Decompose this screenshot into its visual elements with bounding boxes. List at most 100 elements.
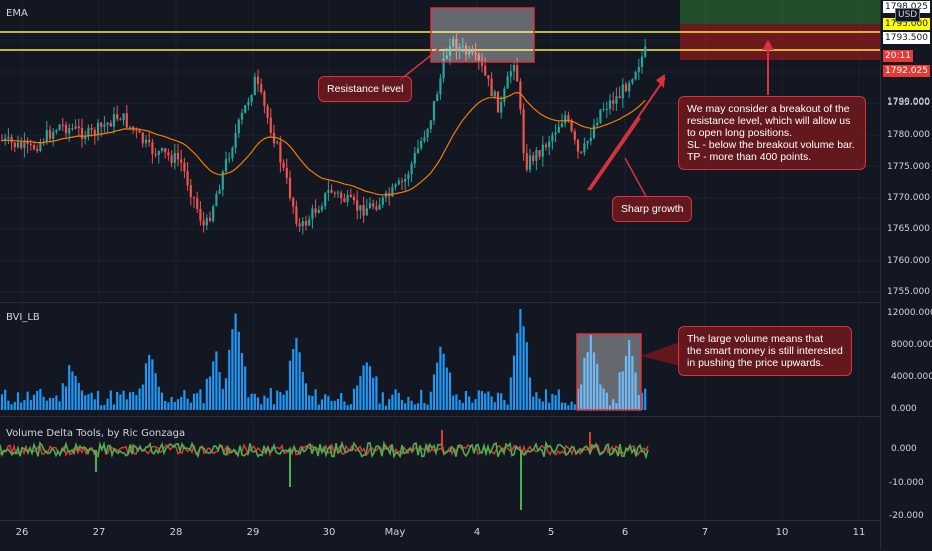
candle-body bbox=[122, 113, 125, 121]
candle-body bbox=[186, 171, 189, 186]
candle-body bbox=[445, 55, 448, 59]
volume-bar bbox=[205, 378, 208, 410]
volume-bar bbox=[586, 351, 589, 410]
candle-body bbox=[311, 208, 314, 220]
volume-bar bbox=[551, 394, 554, 410]
volume-bar bbox=[372, 377, 375, 410]
candle-body bbox=[637, 66, 640, 72]
candle-body bbox=[250, 95, 253, 102]
volume-bar bbox=[132, 391, 135, 410]
candle-body bbox=[32, 144, 36, 150]
price-panel-label[interactable]: EMA bbox=[6, 8, 28, 19]
candle-body bbox=[349, 194, 352, 197]
chart-canvas[interactable] bbox=[0, 0, 880, 520]
candle-body bbox=[157, 150, 160, 155]
volume-bar bbox=[426, 404, 429, 410]
volume-bar bbox=[0, 394, 4, 410]
volume-bar bbox=[500, 393, 503, 410]
candle-body bbox=[93, 129, 96, 136]
candle-body bbox=[522, 109, 525, 154]
volume-bar bbox=[199, 389, 202, 410]
delta-panel-label[interactable]: Volume Delta Tools, by Ric Gonzaga bbox=[6, 428, 186, 439]
delta-tick: 0.000 bbox=[891, 444, 917, 454]
candle-body bbox=[640, 56, 644, 67]
volume-bar bbox=[343, 401, 346, 410]
candle-body bbox=[624, 84, 628, 92]
candle-body bbox=[192, 197, 196, 199]
candle-body bbox=[90, 127, 93, 130]
volume-bar bbox=[173, 402, 176, 410]
volume-bar bbox=[20, 402, 23, 410]
arrow-head bbox=[762, 40, 774, 50]
volume-bar bbox=[189, 402, 192, 410]
candle-body bbox=[564, 115, 567, 124]
time-tick: 6 bbox=[621, 527, 629, 538]
candle-body bbox=[247, 101, 250, 106]
volume-bar bbox=[596, 363, 599, 410]
volume-panel-label[interactable]: BVI_LB bbox=[6, 312, 40, 323]
time-tick: 29 bbox=[246, 527, 260, 538]
volume-bar bbox=[218, 372, 221, 410]
candle-body bbox=[202, 220, 205, 226]
volume-bar bbox=[468, 396, 471, 410]
breakout-note: We may consider a breakout of the resist… bbox=[678, 96, 866, 170]
arrow-head bbox=[656, 74, 665, 88]
volume-bar bbox=[282, 394, 285, 410]
candle-body bbox=[570, 120, 573, 132]
ema-line bbox=[1, 91, 646, 196]
volume-bar bbox=[42, 396, 45, 410]
candle-body bbox=[279, 142, 282, 163]
countdown-tag: 20:11 bbox=[883, 50, 913, 62]
volume-bar bbox=[36, 390, 39, 410]
volume-bar bbox=[128, 392, 132, 410]
volume-bar bbox=[394, 389, 397, 410]
volume-bar bbox=[106, 398, 109, 410]
volume-bar bbox=[413, 404, 416, 410]
delta-panel[interactable] bbox=[0, 417, 880, 520]
volume-bar bbox=[90, 392, 93, 410]
take-profit-zone bbox=[680, 0, 880, 24]
volume-bar bbox=[301, 371, 304, 410]
volume-bar bbox=[362, 365, 365, 410]
volume-bar bbox=[288, 360, 292, 410]
volume-bar bbox=[324, 394, 327, 410]
candle-body bbox=[391, 186, 394, 197]
candle-body bbox=[464, 46, 468, 55]
volume-bar bbox=[352, 388, 356, 410]
currency-badge[interactable]: USD bbox=[895, 8, 921, 22]
volume-bar bbox=[298, 352, 301, 410]
price-axis[interactable]: 1790.000 1785.000 1780.000 1775.000 1770… bbox=[880, 0, 932, 550]
volume-bar bbox=[304, 383, 308, 410]
volume-bar bbox=[186, 398, 189, 410]
volume-bar bbox=[84, 395, 87, 410]
candle-body bbox=[77, 126, 80, 129]
candle-body bbox=[375, 206, 378, 210]
time-tick: 28 bbox=[169, 527, 183, 538]
candle-body bbox=[71, 128, 74, 130]
volume-bar bbox=[509, 377, 512, 410]
volume-bar bbox=[576, 388, 580, 410]
volume-bar bbox=[436, 362, 439, 410]
candle-body bbox=[231, 147, 234, 159]
volume-bar bbox=[103, 404, 106, 410]
candle-body bbox=[480, 60, 484, 66]
panel-divider bbox=[0, 416, 932, 417]
candle-body bbox=[29, 143, 32, 145]
time-axis[interactable] bbox=[0, 520, 880, 551]
volume-bar bbox=[170, 396, 173, 410]
volume-bar bbox=[311, 395, 314, 410]
candle-body bbox=[352, 196, 356, 201]
volume-bar bbox=[618, 372, 621, 410]
candle-body bbox=[74, 126, 77, 129]
time-tick: 30 bbox=[322, 527, 336, 538]
candle-body bbox=[631, 79, 634, 83]
candle-body bbox=[407, 174, 410, 179]
volume-bar bbox=[615, 403, 618, 410]
volume-bar bbox=[564, 402, 567, 410]
volume-bar bbox=[135, 395, 138, 410]
volume-tick: 4000.000 bbox=[891, 372, 932, 382]
volume-bar bbox=[506, 404, 509, 410]
candle-body bbox=[189, 185, 192, 198]
volume-bar bbox=[493, 402, 496, 410]
volume-bar bbox=[29, 399, 32, 410]
